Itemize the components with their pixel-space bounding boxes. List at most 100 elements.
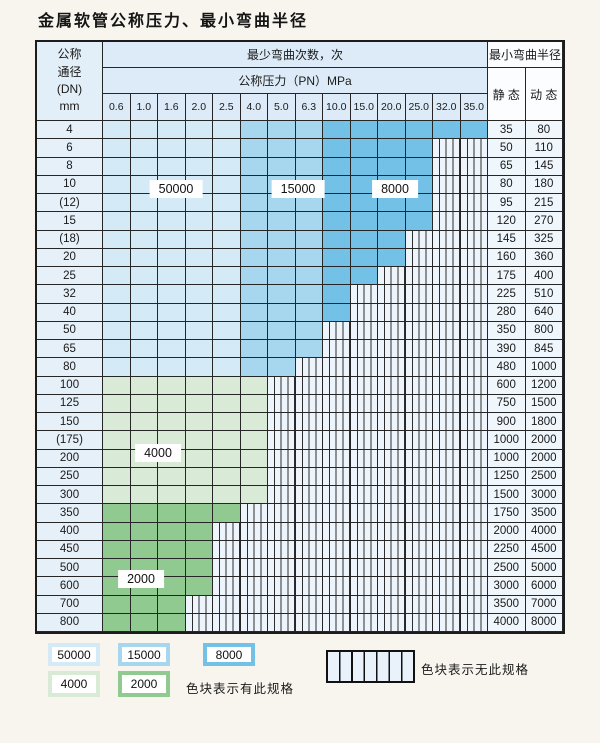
spec-cell: [378, 194, 406, 213]
spec-cell: [323, 486, 351, 505]
spec-cell: [323, 321, 351, 340]
spec-cell: [185, 394, 213, 413]
spec-cell: [295, 285, 323, 304]
spec-cell: [213, 139, 241, 158]
spec-cell: [350, 340, 378, 359]
spec-cell: [460, 504, 488, 523]
spec-cell: [460, 175, 488, 194]
spec-cell: [460, 157, 488, 176]
spec-cell: [460, 394, 488, 413]
spec-cell: [350, 577, 378, 596]
spec-cell: [323, 248, 351, 267]
spec-cell: [240, 376, 268, 395]
spec-cell: [213, 467, 241, 486]
spec-cell: [433, 248, 461, 267]
spec-cell: [295, 449, 323, 468]
spec-cell: [158, 303, 186, 322]
spec-cell: [185, 376, 213, 395]
spec-cell: [240, 194, 268, 213]
spec-cell: [268, 449, 296, 468]
spec-cell: [378, 157, 406, 176]
spec-cell: [350, 413, 378, 432]
spec-cell: [323, 394, 351, 413]
spec-cell: [405, 267, 433, 286]
dn-cell: 500: [37, 559, 103, 578]
spec-cell: [460, 340, 488, 359]
spec-cell: [295, 303, 323, 322]
spec-cell: [103, 486, 131, 505]
dn-cell: 700: [37, 595, 103, 614]
spec-cell: [130, 121, 158, 140]
spec-cell: [460, 267, 488, 286]
spec-cell: [268, 431, 296, 450]
spec-cell: [295, 486, 323, 505]
spec-cell: [158, 267, 186, 286]
spec-cell: [185, 504, 213, 523]
spec-cell: [103, 595, 131, 614]
spec-cell: [405, 413, 433, 432]
spec-cell: [130, 613, 158, 632]
spec-cell: [350, 121, 378, 140]
spec-cell: [185, 285, 213, 304]
dn-cell: (12): [37, 194, 103, 213]
spec-cell: [433, 303, 461, 322]
spec-cell: [405, 595, 433, 614]
dn-cell: 250: [37, 467, 103, 486]
spec-cell: [433, 157, 461, 176]
static-value: 2000: [488, 522, 526, 541]
dynamic-value: 3000: [525, 486, 563, 505]
dn-cell: 32: [37, 285, 103, 304]
dynamic-value: 2000: [525, 449, 563, 468]
spec-cell: [268, 139, 296, 158]
spec-cell: [405, 467, 433, 486]
spec-cell: [158, 613, 186, 632]
spec-cell: [405, 157, 433, 176]
spec-cell: [103, 267, 131, 286]
spec-cell: [158, 413, 186, 432]
spec-cell: [323, 303, 351, 322]
spec-cell: [350, 394, 378, 413]
dynamic-value: 80: [525, 121, 563, 140]
spec-cell: [213, 358, 241, 377]
spec-cell: [213, 248, 241, 267]
spec-cell: [350, 431, 378, 450]
spec-cell: [185, 595, 213, 614]
spec-cell: [350, 212, 378, 231]
spec-cell: [460, 303, 488, 322]
spec-cell: [433, 540, 461, 559]
spec-cell: [103, 413, 131, 432]
spec-cell: [130, 157, 158, 176]
pressure-value-header: 0.6: [103, 94, 131, 121]
dynamic-value: 215: [525, 194, 563, 213]
dynamic-value: 1000: [525, 358, 563, 377]
spec-cell: [185, 212, 213, 231]
spec-cell: [103, 157, 131, 176]
spec-cell: [240, 595, 268, 614]
spec-cell: [240, 358, 268, 377]
spec-cell: [295, 577, 323, 596]
spec-cell: [295, 540, 323, 559]
spec-table-wrapper: 公称 通径 (DN) mm 最少弯曲次数，次 最小弯曲半径 公称压力（PN）MP…: [35, 40, 565, 634]
spec-cell: [405, 540, 433, 559]
spec-cell: [350, 449, 378, 468]
dn-column-header: 公称 通径 (DN) mm: [37, 42, 103, 121]
static-value: 3000: [488, 577, 526, 596]
pressure-value-header: 20.0: [378, 94, 406, 121]
static-value: 4000: [488, 613, 526, 632]
static-value: 175: [488, 267, 526, 286]
spec-cell: [405, 321, 433, 340]
spec-cell: [378, 321, 406, 340]
spec-cell: [158, 358, 186, 377]
spec-cell: [295, 212, 323, 231]
spec-cell: [103, 194, 131, 213]
spec-cell: [460, 139, 488, 158]
spec-cell: [130, 340, 158, 359]
static-value: 900: [488, 413, 526, 432]
cycles-header: 最少弯曲次数，次: [103, 42, 488, 68]
spec-cell: [213, 157, 241, 176]
spec-cell: [405, 212, 433, 231]
spec-cell: [323, 413, 351, 432]
spec-cell: [158, 121, 186, 140]
dn-cell: 20: [37, 248, 103, 267]
dn-cell: 50: [37, 321, 103, 340]
